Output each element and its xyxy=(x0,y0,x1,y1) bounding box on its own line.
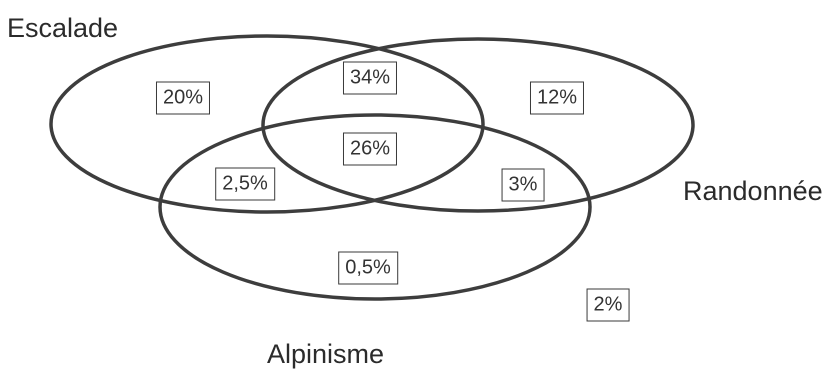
region-none: 2% xyxy=(586,288,630,322)
region-escalade-alpinisme: 2,5% xyxy=(215,167,275,201)
region-all-three: 26% xyxy=(342,132,398,166)
alpinisme-circle xyxy=(158,113,592,301)
randonnee-label: Randonnée xyxy=(683,176,823,206)
randonnee-circle xyxy=(261,37,695,213)
region-alpinisme-only: 0,5% xyxy=(338,251,398,285)
region-randonnee-alpinisme: 3% xyxy=(501,168,545,202)
region-escalade-randonnee: 34% xyxy=(342,61,398,95)
alpinisme-label: Alpinisme xyxy=(267,339,385,369)
region-randonnee-only: 12% xyxy=(529,81,585,115)
region-escalade-only: 20% xyxy=(155,81,211,115)
escalade-label: Escalade xyxy=(7,13,119,43)
escalade-circle xyxy=(49,34,485,214)
